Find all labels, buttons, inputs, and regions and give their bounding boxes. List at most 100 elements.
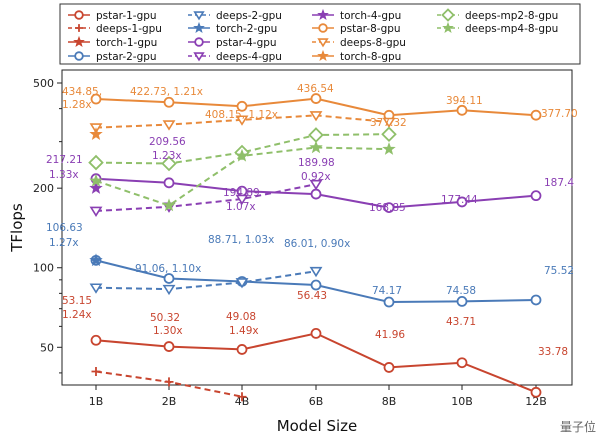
data-label: 106.63 (46, 222, 83, 234)
series-line (95, 183, 317, 212)
data-point (310, 188, 322, 200)
data-label: 394.11 (446, 95, 483, 107)
data-label: 436.54 (297, 83, 334, 95)
legend-label: deeps-mp4-8-gpu (465, 23, 558, 35)
x-tick-label: 2B (162, 395, 177, 408)
data-label: 168.85 (369, 202, 406, 214)
data-point (163, 273, 175, 284)
data-point (236, 344, 248, 355)
data-label: 1.49x (229, 325, 259, 337)
data-point (161, 155, 177, 172)
legend-label: pstar-4-gpu (216, 37, 277, 49)
legend-label: pstar-1-gpu (96, 10, 157, 22)
data-label: 434.85, (62, 86, 102, 98)
data-point (90, 334, 102, 346)
data-label: 91.06, 1.10x (135, 263, 201, 275)
legend-item-deeps-1-gpu: deeps-1-gpu (68, 23, 162, 35)
legend-marker (318, 23, 328, 33)
legend-marker (193, 52, 205, 62)
data-label: 194.89 (223, 187, 260, 199)
data-point (163, 177, 175, 189)
data-label: 86.01, 0.90x (284, 238, 350, 250)
data-label: 217.21 (46, 154, 83, 166)
data-point (530, 294, 542, 306)
series-line (95, 114, 390, 129)
legend-item-pstar-1-gpu: pstar-1-gpu (68, 10, 157, 22)
legend-item-torch-4-gpu: torch-4-gpu (312, 8, 401, 22)
y-axis-label: TFlops (8, 203, 26, 253)
data-point (456, 104, 468, 116)
legend-marker (317, 38, 329, 48)
data-point (89, 206, 103, 217)
data-label: 177.44 (441, 194, 478, 206)
legend-marker (317, 8, 329, 20)
legend-marker (193, 21, 205, 33)
data-label: 189.98 (298, 157, 335, 169)
legend-item-pstar-4-gpu: pstar-4-gpu (188, 37, 277, 49)
data-label: 1.30x (153, 325, 183, 337)
x-tick-label: 10B (451, 395, 473, 408)
data-point (456, 357, 468, 369)
data-label: 74.17 (372, 285, 402, 297)
legend-marker (73, 35, 85, 47)
legend-label: deeps-mp2-8-gpu (465, 10, 558, 22)
legend-label: deeps-2-gpu (216, 10, 282, 22)
data-point (382, 117, 396, 129)
legend-item-torch-2-gpu: torch-2-gpu (188, 21, 277, 35)
legend-label: pstar-8-gpu (340, 23, 401, 35)
data-point (89, 181, 103, 194)
data-label: 1.33x (49, 169, 79, 181)
x-tick-label: 1B (89, 395, 104, 408)
data-point (163, 96, 175, 108)
data-point (309, 111, 323, 122)
legend-item-deeps-4-gpu: deeps-4-gpu (188, 51, 282, 63)
data-label: 377.32 (370, 117, 407, 129)
series-torch-2-gpu (89, 253, 103, 267)
legend-label: torch-8-gpu (340, 51, 401, 63)
data-point (89, 283, 103, 294)
data-point (381, 126, 397, 143)
y-tick-label: 500 (33, 77, 54, 90)
series-deeps-mp2-8-gpu (88, 126, 397, 172)
data-point (235, 148, 249, 162)
legend-item-deeps-8-gpu: deeps-8-gpu (312, 37, 406, 49)
legend-item-torch-8-gpu: torch-8-gpu (312, 49, 401, 63)
x-tick-label: 12B (525, 395, 547, 408)
legend-marker (74, 51, 84, 61)
data-label: 53.15 (62, 295, 92, 307)
data-label: 408.15, 1.12x (205, 109, 278, 121)
legend-item-pstar-2-gpu: pstar-2-gpu (68, 51, 157, 63)
legend-label: deeps-1-gpu (96, 23, 162, 35)
legend-label: torch-1-gpu (96, 37, 157, 49)
series-pstar-2-gpu (90, 254, 542, 308)
legend-item-pstar-8-gpu: pstar-8-gpu (312, 23, 401, 35)
legend-marker (442, 21, 454, 33)
data-label: 49.08 (226, 311, 256, 323)
x-tick-label: 4B (235, 395, 250, 408)
data-label: 1.27x (49, 237, 79, 249)
y-tick-label: 200 (33, 182, 54, 195)
series-torch-8-gpu (89, 127, 103, 140)
series-layer (88, 93, 542, 402)
data-point (530, 109, 542, 121)
data-point (89, 253, 103, 267)
data-label: 75.52 (544, 265, 574, 277)
legend-item-deeps-2-gpu: deeps-2-gpu (188, 10, 282, 22)
data-point (164, 377, 174, 387)
data-point (456, 296, 468, 307)
data-label: 74.58 (446, 285, 476, 297)
data-point (309, 266, 323, 278)
data-point (162, 120, 176, 131)
data-point (309, 179, 323, 191)
data-label: 1.24x (62, 309, 92, 321)
data-label: 50.32 (150, 312, 180, 324)
x-tick-label: 8B (382, 395, 397, 408)
legend-label: deeps-8-gpu (340, 37, 406, 49)
plot-frame (61, 69, 573, 386)
legend-label: deeps-4-gpu (216, 51, 282, 63)
data-point (91, 366, 101, 376)
data-point (383, 202, 395, 214)
data-point (235, 194, 249, 206)
